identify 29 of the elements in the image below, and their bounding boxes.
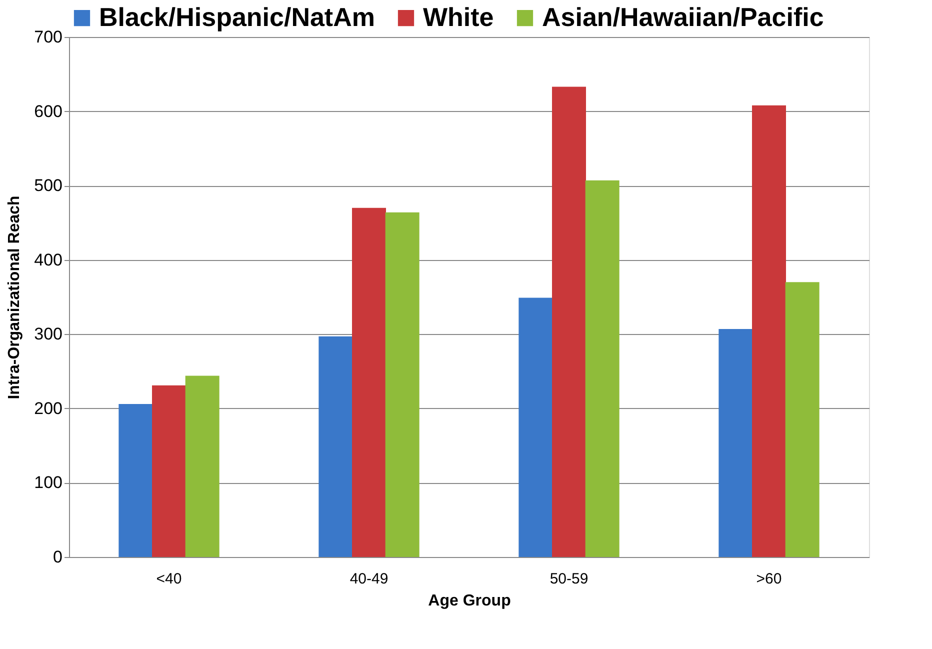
y-axis-title: Intra-Organizational Reach [6, 196, 24, 400]
y-tick-label: 200 [34, 398, 62, 418]
bar [718, 328, 753, 557]
bar [785, 282, 820, 557]
x-tick-label: 50-59 [550, 570, 588, 588]
y-tick-label: 300 [34, 324, 62, 344]
bar [385, 212, 420, 557]
legend-label: Black/Hispanic/NatAm [99, 2, 375, 32]
x-tick-label: 40-49 [350, 570, 388, 588]
y-tick-label: 600 [34, 102, 62, 121]
x-tick-label: >60 [756, 570, 782, 588]
bar [118, 404, 153, 557]
y-tick-label: 500 [34, 176, 62, 196]
y-tick-label: 100 [34, 473, 62, 492]
legend-label: Asian/Hawaiian/Pacific [542, 2, 824, 32]
x-tick-label: <40 [156, 570, 182, 588]
bar [152, 385, 186, 557]
bar [585, 180, 620, 557]
y-tick-label: 0 [53, 548, 62, 566]
bar [318, 336, 353, 557]
bar [518, 298, 553, 557]
bar [185, 376, 220, 557]
y-tick-label: 400 [34, 250, 62, 270]
x-axis-title: Age Group [428, 592, 512, 610]
y-tick-label: 700 [34, 28, 62, 46]
bar [352, 208, 386, 557]
bar [552, 86, 586, 557]
legend-label: White [423, 2, 494, 32]
bar [752, 105, 786, 557]
